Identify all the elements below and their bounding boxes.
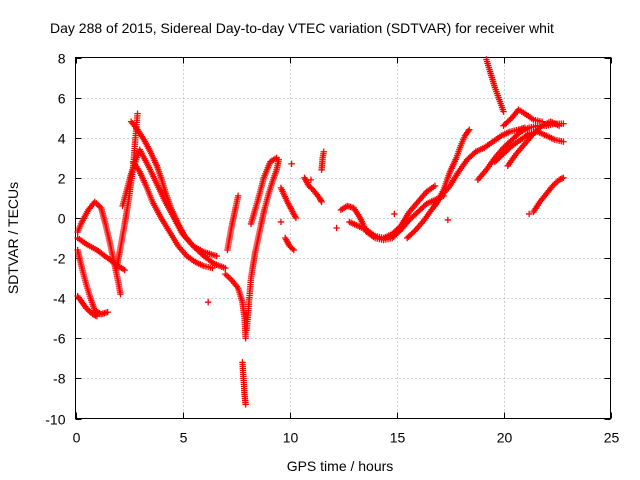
series-trace-u: [431, 126, 473, 210]
data-point: [242, 335, 249, 342]
axis-ticks: [75, 57, 612, 420]
data-point: [411, 228, 418, 235]
data-point: [557, 175, 564, 183]
series-trace-q: [318, 148, 327, 174]
x-tick-label: 0: [73, 430, 81, 446]
series-trace-k: [224, 192, 242, 254]
y-tick-labels: -10 -8 -6 -4 -2 0 2 4 6 8: [45, 51, 65, 428]
data-point: [222, 264, 229, 272]
data-point: [555, 176, 563, 184]
series-trace-g: [130, 158, 216, 272]
data-point: [560, 120, 567, 127]
y-tick-label: 6: [58, 91, 66, 107]
series-trace-l: [243, 156, 282, 334]
data-point: [117, 290, 124, 298]
y-tick-label: 2: [58, 171, 66, 187]
series-trace-o: [282, 234, 297, 254]
data-point: [333, 224, 340, 232]
series-trace-z: [530, 174, 567, 216]
data-point: [277, 218, 285, 226]
data-point: [466, 126, 473, 133]
y-tick-label: -8: [53, 371, 66, 387]
x-tick-label: 15: [390, 430, 406, 446]
series-trace-c: [74, 292, 101, 320]
x-tick-label: 25: [604, 430, 620, 446]
data-point: [560, 138, 567, 145]
series-trace-y: [504, 118, 563, 169]
y-tick-label: -6: [53, 331, 66, 347]
data-point: [121, 266, 128, 274]
series-trace-n: [277, 184, 300, 222]
y-tick-label: -10: [45, 412, 65, 428]
grid: [75, 57, 611, 419]
y-tick-label: -4: [53, 291, 66, 307]
series-trace-e: [112, 110, 141, 274]
x-tick-label: 20: [497, 430, 513, 446]
x-tick-label: 5: [180, 430, 188, 446]
data-point: [104, 309, 111, 316]
data-point: [444, 216, 452, 224]
data-point: [391, 210, 398, 218]
plot-frame: [75, 57, 611, 419]
data-point: [93, 313, 101, 320]
series-trace-b: [74, 246, 111, 318]
y-tick-label: 8: [58, 51, 66, 67]
data-point: [273, 154, 280, 161]
series-trace-x: [491, 128, 567, 165]
data-point: [317, 197, 325, 204]
data-point: [292, 214, 300, 222]
data-point: [320, 148, 327, 155]
data-point: [90, 311, 98, 319]
series-trace-s: [346, 182, 439, 242]
data-point: [318, 198, 325, 206]
series-trace-j: [239, 359, 249, 408]
series-trace-p: [301, 174, 325, 206]
y-tick-label: 0: [58, 211, 66, 227]
data-point: [242, 401, 249, 408]
data-point: [288, 160, 295, 167]
series-trace-aa: [500, 106, 546, 129]
data-point: [558, 175, 566, 182]
data-point: [134, 110, 141, 117]
x-axis-label: GPS time / hours: [287, 458, 394, 474]
data-point: [204, 298, 212, 306]
series-trace-m: [247, 154, 280, 228]
series-trace-v: [483, 56, 507, 115]
data-points: [74, 56, 567, 408]
data-point: [500, 108, 507, 115]
data-point: [538, 118, 546, 125]
data-point: [234, 192, 242, 200]
data-point: [307, 176, 315, 184]
data-point: [560, 174, 567, 182]
x-tick-labels: 0 5 10 15 20 25: [73, 430, 620, 446]
y-tick-label: -2: [53, 251, 66, 267]
data-point: [289, 245, 296, 252]
data-point: [213, 252, 220, 260]
data-point: [209, 264, 216, 272]
data-point: [92, 312, 99, 319]
data-point: [89, 311, 96, 318]
y-tick-label: 4: [58, 131, 66, 147]
data-point: [290, 246, 297, 254]
data-point: [525, 210, 533, 218]
chart-title: Day 288 of 2015, Sidereal Day-to-day VTE…: [50, 20, 554, 36]
data-point: [555, 122, 563, 129]
data-point: [431, 182, 439, 190]
x-tick-label: 10: [283, 430, 299, 446]
y-axis-label: SDTVAR / TECUs: [5, 182, 21, 294]
series-scatter-misc: [204, 160, 533, 306]
series-trace-h: [119, 146, 220, 260]
